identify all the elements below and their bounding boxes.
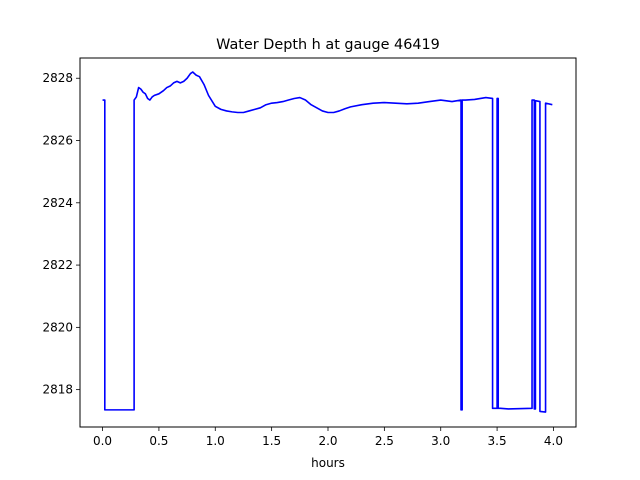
x-axis-ticks: 0.0 0.5 1.0 1.5 2.0 2.5 3.0 3.5 4.0: [93, 427, 563, 448]
x-axis-label: hours: [311, 456, 345, 470]
y-tick-label: 2820: [42, 320, 73, 334]
x-tick-label: 2.5: [375, 434, 394, 448]
y-tick-label: 2824: [42, 196, 73, 210]
x-tick-label: 2.0: [318, 434, 337, 448]
chart-title: Water Depth h at gauge 46419: [216, 37, 440, 53]
series-line-0: [102, 71, 553, 413]
x-tick-label: 0.0: [93, 434, 112, 448]
y-tick-label: 2822: [42, 258, 73, 272]
y-tick-label: 2826: [42, 134, 73, 148]
y-axis-ticks: 2818 2820 2822 2824 2826 2828: [42, 71, 80, 397]
y-tick-label: 2818: [42, 383, 73, 397]
x-tick-label: 4.0: [544, 434, 563, 448]
y-tick-label: 2828: [42, 71, 73, 85]
plot-layer: [102, 71, 553, 413]
x-tick-label: 1.0: [206, 434, 225, 448]
x-tick-label: 0.5: [149, 434, 168, 448]
x-tick-label: 3.0: [431, 434, 450, 448]
x-tick-label: 3.5: [488, 434, 507, 448]
x-tick-label: 1.5: [262, 434, 281, 448]
